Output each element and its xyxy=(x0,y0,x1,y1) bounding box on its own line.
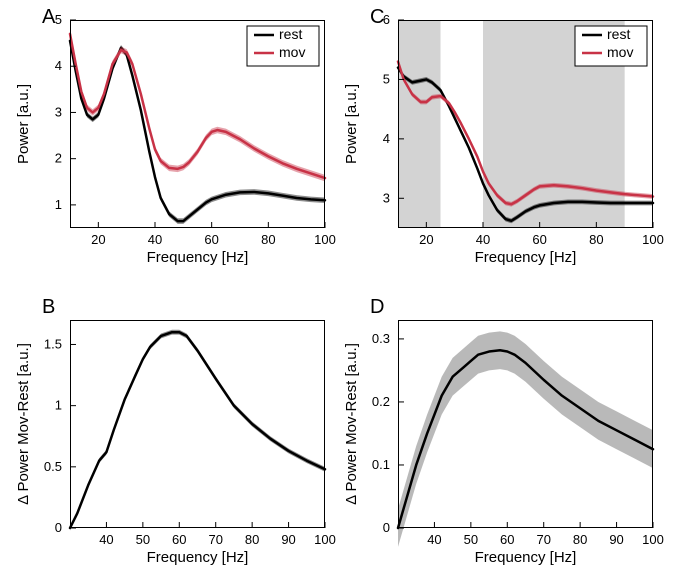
xtick-label: 90 xyxy=(609,532,623,547)
xtick-label: 100 xyxy=(642,532,664,547)
panel-a: 2040608010012345Frequency [Hz]Power [a.u… xyxy=(70,20,325,228)
ytick-label: 5 xyxy=(383,71,390,86)
xtick-label: 90 xyxy=(281,532,295,547)
xtick-label: 60 xyxy=(204,232,218,247)
x-axis-title: Frequency [Hz] xyxy=(147,249,249,266)
xtick-label: 50 xyxy=(464,532,478,547)
ytick-label: 1 xyxy=(55,398,62,413)
xtick-label: 60 xyxy=(532,232,546,247)
ytick-label: 3 xyxy=(55,104,62,119)
xtick-label: 40 xyxy=(148,232,162,247)
panel-label-b: B xyxy=(42,296,55,319)
ytick-label: 2 xyxy=(55,151,62,166)
ytick-label: 0.1 xyxy=(372,457,390,472)
legend-label: mov xyxy=(607,44,633,60)
x-axis-title: Frequency [Hz] xyxy=(147,549,249,566)
y-axis-title: Δ Power Mov-Rest [a.u.] xyxy=(15,343,32,505)
xtick-label: 40 xyxy=(427,532,441,547)
xtick-label: 70 xyxy=(536,532,550,547)
xtick-label: 50 xyxy=(136,532,150,547)
xtick-label: 100 xyxy=(314,232,336,247)
panel-d: 40506070809010000.10.20.3Frequency [Hz]Δ… xyxy=(398,320,653,528)
legend-label: mov xyxy=(279,44,305,60)
panel-c: 204060801003456Frequency [Hz]Power [a.u.… xyxy=(398,20,653,228)
ytick-label: 0.2 xyxy=(372,394,390,409)
ytick-label: 1.5 xyxy=(44,336,62,351)
ytick-label: 3 xyxy=(383,190,390,205)
xtick-label: 20 xyxy=(91,232,105,247)
xtick-label: 100 xyxy=(314,532,336,547)
ytick-label: 0.5 xyxy=(44,459,62,474)
ytick-label: 5 xyxy=(55,12,62,27)
xtick-label: 80 xyxy=(261,232,275,247)
ytick-label: 4 xyxy=(55,58,62,73)
delta-line xyxy=(70,332,325,528)
y-axis-title: Δ Power Mov-Rest [a.u.] xyxy=(343,343,360,505)
ytick-label: 0 xyxy=(55,520,62,535)
ytick-label: 0.3 xyxy=(372,331,390,346)
panel-b: 40506070809010000.511.5Frequency [Hz]Δ P… xyxy=(70,320,325,528)
xtick-label: 70 xyxy=(208,532,222,547)
xtick-label: 100 xyxy=(642,232,664,247)
xtick-label: 60 xyxy=(500,532,514,547)
shaded-region xyxy=(398,20,441,228)
xtick-label: 20 xyxy=(419,232,433,247)
x-axis-title: Frequency [Hz] xyxy=(475,549,577,566)
ytick-label: 1 xyxy=(55,197,62,212)
panel-label-a: A xyxy=(42,6,55,29)
xtick-label: 80 xyxy=(245,532,259,547)
x-axis-title: Frequency [Hz] xyxy=(475,249,577,266)
ytick-label: 0 xyxy=(383,520,390,535)
xtick-label: 80 xyxy=(589,232,603,247)
xtick-label: 40 xyxy=(476,232,490,247)
xtick-label: 60 xyxy=(172,532,186,547)
delta-error-band xyxy=(70,330,325,531)
y-axis-title: Power [a.u.] xyxy=(343,84,360,164)
y-axis-title: Power [a.u.] xyxy=(15,84,32,164)
panel-label-d: D xyxy=(370,296,384,319)
legend-label: rest xyxy=(607,26,630,42)
ytick-label: 6 xyxy=(383,12,390,27)
legend-label: rest xyxy=(279,26,302,42)
ytick-label: 4 xyxy=(383,131,390,146)
xtick-label: 40 xyxy=(99,532,113,547)
figure-container: A 2040608010012345Frequency [Hz]Power [a… xyxy=(0,0,681,566)
xtick-label: 80 xyxy=(573,532,587,547)
